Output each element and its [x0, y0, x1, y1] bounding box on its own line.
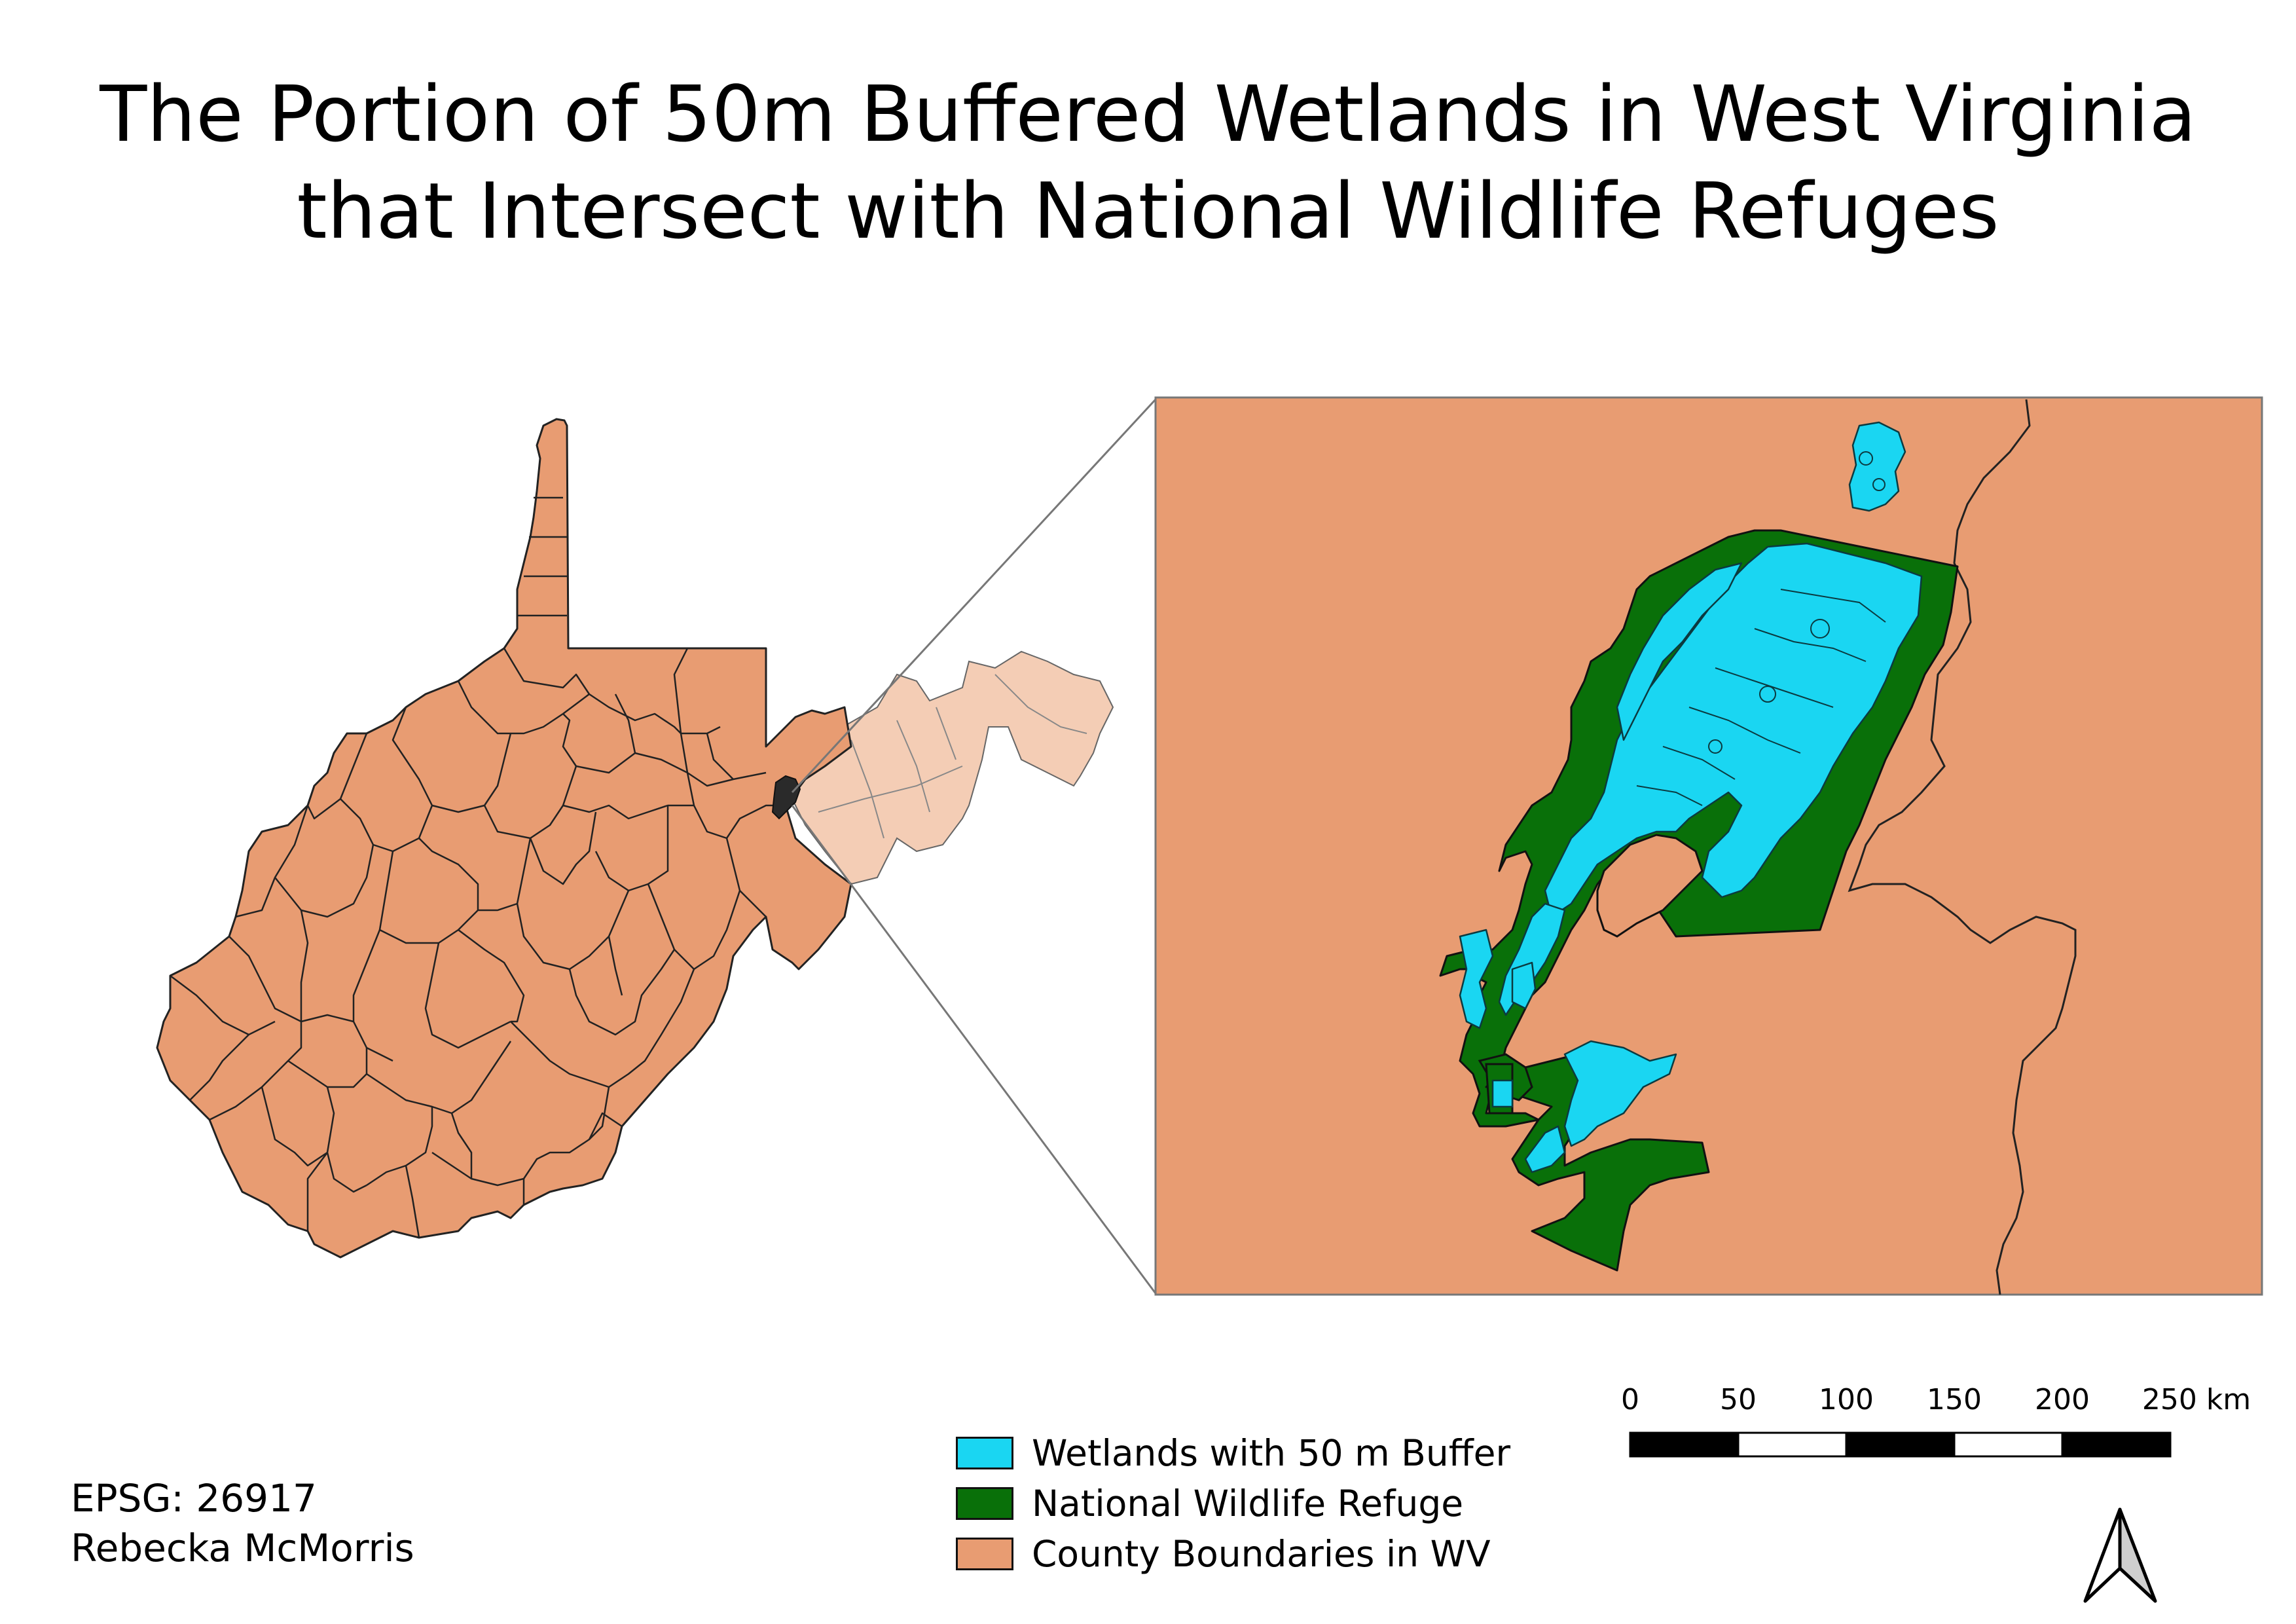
legend-label-counties: County Boundaries in WV — [1032, 1532, 1491, 1575]
wv-state-outline — [156, 418, 852, 1259]
scale-label-250: 250 km — [2142, 1383, 2251, 1416]
wv-state-map — [156, 418, 1114, 1259]
scale-label-0: 0 — [1621, 1383, 1639, 1416]
county-swatch — [956, 1537, 1013, 1570]
scale-label-100: 100 — [1819, 1383, 1874, 1416]
inset-connector-lines — [791, 398, 1157, 1294]
title-line-2: that Intersect with National Wildlife Re… — [297, 166, 1999, 256]
map-credits: EPSG: 26917 Rebecka McMorris — [71, 1473, 414, 1573]
map-legend: Wetlands with 50 m Buffer National Wildl… — [956, 1428, 1510, 1579]
legend-label-wetlands: Wetlands with 50 m Buffer — [1032, 1431, 1511, 1474]
legend-label-refuge: National Wildlife Refuge — [1032, 1482, 1464, 1524]
inset-county-line-east — [1848, 399, 2077, 1295]
author-label: Rebecka McMorris — [71, 1526, 414, 1570]
scale-label-150: 150 — [1927, 1383, 1982, 1416]
wetland-swatch — [956, 1436, 1013, 1469]
legend-item-counties: County Boundaries in WV — [956, 1528, 1510, 1579]
refuge-location-marker — [771, 775, 801, 820]
inset-map — [1154, 396, 2263, 1296]
refuge-interior-gap — [1596, 834, 1704, 938]
scale-label-200: 200 — [2035, 1383, 2090, 1416]
epsg-label: EPSG: 26917 — [71, 1476, 317, 1521]
scale-bar: 0 50 100 150 200 250 km — [1621, 1383, 2251, 1458]
scale-label-50: 50 — [1720, 1383, 1757, 1416]
buffered-wetlands — [1459, 421, 1923, 1173]
map-title: The Portion of 50m Buffered Wetlands in … — [0, 65, 2296, 259]
wv-eastern-counties-faded — [784, 650, 1114, 885]
wetland-detail-lines — [1636, 451, 1886, 806]
county-boundaries — [170, 496, 786, 1238]
legend-item-refuge: National Wildlife Refuge — [956, 1478, 1510, 1528]
refuge-swatch — [956, 1486, 1013, 1520]
title-line-1: The Portion of 50m Buffered Wetlands in … — [100, 69, 2196, 159]
legend-item-wetlands: Wetlands with 50 m Buffer — [956, 1428, 1510, 1478]
north-arrow-icon — [2083, 1507, 2157, 1603]
